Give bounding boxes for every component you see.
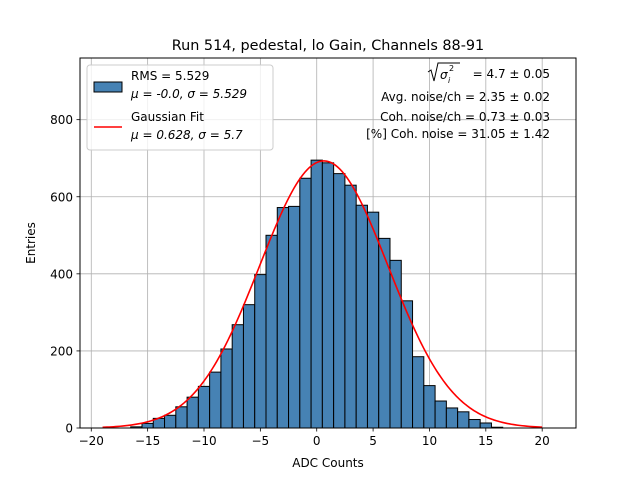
y-axis-label: Entries: [24, 222, 38, 264]
x-tick-label: −5: [252, 434, 270, 448]
histogram-bar: [333, 173, 346, 429]
histogram-bar: [355, 204, 368, 429]
legend-frame: [86, 64, 274, 151]
histogram-bar: [175, 406, 188, 429]
fit-line: [102, 160, 543, 429]
histogram-bar: [276, 207, 290, 429]
y-axis-ticks: 0 200 400 600 800: [50, 113, 80, 436]
histogram-bar: [434, 400, 447, 429]
sqrt-symbol: [427, 62, 460, 82]
histogram-bar: [457, 411, 470, 429]
gaussian-fit-curve: [102, 160, 543, 429]
histogram-bar: [344, 184, 357, 429]
y-tick-label: 800: [50, 113, 73, 127]
coh-noise-annotation: Coh. noise/ch = 0.73 ± 0.03: [380, 110, 550, 124]
legend: RMS = 5.529 μ = -0.0, σ = 5.529 Gaussian…: [86, 64, 274, 151]
x-tick-label: 0: [313, 434, 321, 448]
histogram-bar: [321, 162, 335, 429]
annotations: σ i 2 = 4.7 ± 0.05 Avg. noise/ch = 2.35 …: [366, 62, 550, 141]
axes-frame: [79, 57, 577, 429]
avg-noise-annotation: Avg. noise/ch = 2.35 ± 0.02: [381, 90, 550, 104]
histogram-bar: [186, 396, 199, 429]
y-tick-label: 400: [50, 267, 73, 281]
histogram-bar: [445, 407, 459, 429]
x-tick-label: −20: [79, 434, 104, 448]
sigma-superscript: 2: [449, 64, 454, 73]
histogram-bar: [220, 348, 233, 429]
histogram-bar: [209, 371, 222, 429]
histogram-bar: [412, 356, 425, 429]
x-tick-label: −10: [191, 434, 216, 448]
legend-detail-fit: μ = 0.628, σ = 5.7: [130, 128, 243, 142]
y-tick-label: 0: [65, 422, 73, 436]
histogram-bar: [242, 304, 256, 429]
histogram-bar: [197, 385, 211, 429]
x-tick-label: 10: [422, 434, 437, 448]
sigma-subscript: i: [448, 76, 451, 85]
legend-label-fit: Gaussian Fit: [131, 110, 204, 124]
x-tick-label: 20: [535, 434, 550, 448]
sigma-symbol: σ: [440, 68, 448, 82]
sigma-sum-value: = 4.7 ± 0.05: [473, 67, 550, 81]
sigma-sum-annotation: σ i 2 = 4.7 ± 0.05: [427, 62, 550, 85]
y-tick-label: 200: [50, 344, 73, 358]
x-axis-ticks: −20 −15 −10 −5 0 5 10 15 20: [79, 428, 550, 448]
x-tick-label: −15: [135, 434, 160, 448]
histogram-bar: [164, 414, 177, 429]
histogram-bar: [141, 422, 154, 429]
histogram-bar: [288, 205, 301, 429]
legend-label-rms: RMS = 5.529: [131, 69, 209, 83]
histogram-bar: [468, 419, 481, 429]
x-tick-label: 5: [369, 434, 377, 448]
x-axis-label: ADC Counts: [292, 456, 364, 470]
histogram-bar: [254, 274, 267, 429]
y-tick-label: 600: [50, 190, 73, 204]
pct-coh-noise-annotation: [%] Coh. noise = 31.05 ± 1.42: [366, 127, 550, 141]
histogram-bar: [310, 159, 323, 429]
histogram-bar: [231, 324, 244, 429]
x-tick-label: 15: [478, 434, 493, 448]
histogram-bar: [479, 422, 492, 429]
legend-patch-rms: [93, 81, 123, 93]
histogram-bar: [423, 385, 436, 429]
histogram-bars: [130, 159, 504, 429]
histogram-bar: [299, 177, 312, 429]
histogram-bar: [366, 211, 380, 429]
histogram-bar: [265, 234, 278, 429]
chart-title: Run 514, pedestal, lo Gain, Channels 88-…: [172, 38, 484, 54]
legend-detail-rms: μ = -0.0, σ = 5.529: [130, 87, 247, 101]
